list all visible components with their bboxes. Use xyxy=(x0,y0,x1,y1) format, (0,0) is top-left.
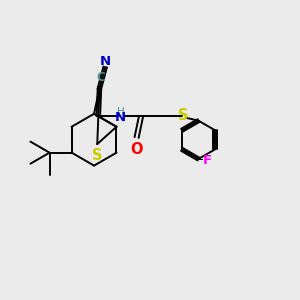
Text: O: O xyxy=(130,142,143,157)
Text: C: C xyxy=(97,71,105,84)
Text: S: S xyxy=(178,108,188,123)
Text: N: N xyxy=(115,111,126,124)
Text: F: F xyxy=(203,154,212,167)
Text: H: H xyxy=(116,107,124,117)
Text: S: S xyxy=(92,148,103,163)
Text: N: N xyxy=(100,55,111,68)
